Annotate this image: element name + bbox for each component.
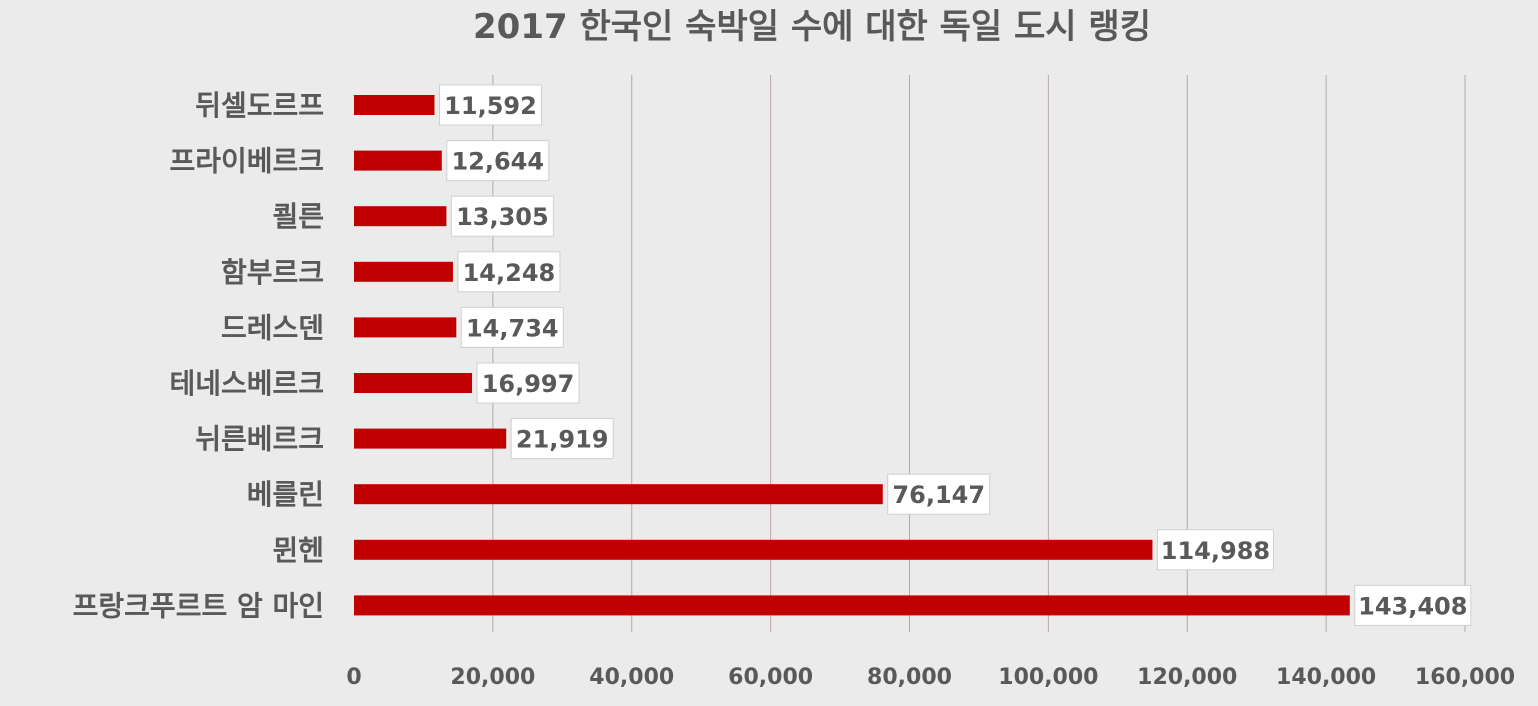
bar: [354, 484, 883, 505]
category-label: 뮌헨: [272, 534, 324, 567]
category-label: 함부르크: [221, 256, 324, 289]
data-label: 12,644: [451, 148, 544, 176]
data-label: 76,147: [892, 481, 985, 509]
x-tick-label: 160,000: [1415, 665, 1515, 690]
category-label: 드레스덴: [221, 311, 324, 344]
x-tick-label: 60,000: [728, 665, 813, 690]
x-tick-label: 120,000: [1137, 665, 1237, 690]
data-label: 114,988: [1161, 537, 1270, 565]
category-label: 테네스베르크: [169, 367, 324, 400]
data-label-box: [457, 251, 561, 293]
data-label-box: [887, 473, 991, 515]
data-label: 143,408: [1358, 592, 1467, 620]
chart-title: 2017 한국인 숙박일 수에 대한 독일 도시 랭킹: [473, 7, 1151, 47]
x-tick-label: 100,000: [998, 665, 1098, 690]
data-label: 13,305: [456, 203, 549, 231]
data-label: 11,592: [444, 92, 537, 120]
data-label-box: [450, 195, 554, 237]
category-label: 프랑크푸르트 암 마인: [73, 589, 324, 622]
bar: [354, 428, 507, 449]
x-tick-label: 80,000: [867, 665, 952, 690]
x-axis-tick-labels: 0 20,000 40,000 60,000 80,000 100,000 120,000 1…: [346, 665, 1515, 690]
data-label-box: [446, 140, 550, 182]
data-label-box: [510, 418, 614, 460]
bar: [354, 539, 1153, 560]
bar: [354, 317, 457, 338]
category-label: 뉘른베르크: [195, 423, 324, 456]
data-label-box: [438, 84, 542, 126]
data-label-box: [460, 306, 564, 348]
x-tick-label: 40,000: [589, 665, 674, 690]
bar: [354, 95, 435, 115]
data-label: 21,919: [516, 426, 609, 454]
category-label: 쾰른: [272, 200, 324, 233]
x-tick-label: 0: [346, 665, 361, 690]
bar: [354, 261, 453, 282]
x-tick-label: 20,000: [450, 665, 535, 690]
data-label-box: [1156, 529, 1274, 571]
bar: [354, 206, 447, 227]
bars: [354, 95, 1350, 616]
category-label: 뒤셀도르프: [195, 89, 324, 122]
category-label: 프라이베르크: [169, 145, 324, 178]
gridlines: [492, 75, 1466, 632]
category-labels: 뒤셀도르프프라이베르크쾰른함부르크드레스덴테네스베르크뉘른베르크베를린뮌헨프랑크…: [73, 89, 324, 622]
x-tick-label: 140,000: [1276, 665, 1376, 690]
data-label: 14,734: [466, 314, 559, 342]
bar: [354, 150, 442, 171]
bar: [354, 373, 473, 393]
category-label: 베를린: [247, 478, 324, 511]
data-labels: 11,592 12,644 13,305 14,248 14,734 16,997 21,9…: [438, 84, 1472, 626]
data-label: 16,997: [482, 370, 575, 398]
bar: [354, 595, 1350, 616]
data-label-box: [476, 362, 580, 404]
data-label-box: [1354, 584, 1472, 626]
data-label: 14,248: [463, 259, 556, 287]
